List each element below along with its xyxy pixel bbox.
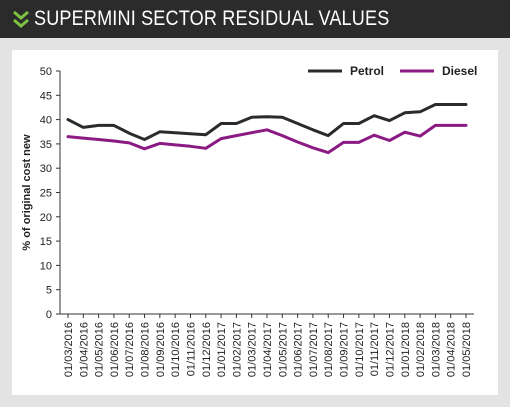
x-tick-label: 01/08/2016 [140, 322, 152, 377]
x-tick-label: 01/03/2017 [247, 322, 259, 377]
legend-label-petrol: Petrol [350, 64, 384, 78]
x-tick-label: 01/02/2018 [415, 322, 427, 377]
y-tick-label: 40 [40, 115, 52, 127]
y-tick-label: 5 [46, 285, 52, 297]
x-tick-label: 01/06/2017 [293, 322, 305, 377]
x-tick-label: 01/07/2017 [308, 322, 320, 377]
double-chevron-down-icon [13, 10, 29, 28]
x-tick-label: 01/01/2017 [216, 322, 228, 377]
x-axis: 01/03/2016 01/04/2016 01/05/2016 01/06/2016… [60, 313, 474, 377]
y-tick-label: 20 [40, 212, 52, 224]
x-tick-label: 01/03/2016 [63, 322, 75, 377]
x-tick-label: 01/07/2016 [124, 322, 136, 377]
series-lines [66, 103, 468, 155]
legend: Petrol Diesel [308, 64, 477, 78]
header-bar: SUPERMINI SECTOR RESIDUAL VALUES [0, 0, 510, 38]
x-tick-label: 01/05/2017 [277, 322, 289, 377]
x-tick-label: 01/04/2016 [78, 322, 90, 377]
x-tick-label: 01/04/2017 [262, 322, 274, 377]
x-tick-label: 01/02/2017 [231, 322, 243, 377]
x-tick-label: 01/12/2017 [384, 322, 396, 377]
x-tick-label: 01/09/2016 [155, 322, 167, 377]
y-axis: 0 5 10 15 20 25 30 35 40 45 50 [40, 66, 61, 321]
series-line-petrol [66, 103, 468, 141]
y-tick-label: 10 [40, 260, 52, 272]
x-tick-label: 01/10/2016 [170, 322, 182, 377]
y-tick-label: 50 [40, 66, 52, 78]
x-tick-label: 01/12/2016 [201, 322, 213, 377]
x-tick-label: 01/08/2017 [323, 322, 335, 377]
x-tick-label: 01/10/2017 [354, 322, 366, 377]
x-tick-label: 01/04/2018 [446, 322, 458, 377]
y-tick-label: 0 [46, 309, 52, 321]
x-tick-label: 01/11/2016 [185, 322, 197, 376]
x-tick-label: 01/06/2016 [109, 322, 121, 377]
chart-title: SUPERMINI SECTOR RESIDUAL VALUES [34, 7, 390, 30]
y-tick-label: 45 [40, 90, 52, 102]
x-tick-label: 01/05/2018 [461, 322, 473, 377]
y-tick-label: 25 [40, 188, 52, 200]
x-tick-label: 01/03/2018 [430, 322, 442, 377]
x-tick-label: 01/11/2017 [369, 322, 381, 376]
chart-panel: 0 5 10 15 20 25 30 35 40 45 50 01/03/2016 01/04/201… [12, 50, 498, 395]
x-tick-label: 01/05/2016 [94, 322, 106, 377]
series-line-diesel [66, 123, 468, 155]
y-tick-label: 15 [40, 236, 52, 248]
legend-label-diesel: Diesel [442, 64, 477, 78]
x-tick-label: 01/09/2017 [339, 322, 351, 377]
y-axis-label: % of original cost new [21, 134, 33, 251]
y-tick-label: 30 [40, 163, 52, 175]
x-tick-label: 01/01/2018 [400, 322, 412, 377]
y-tick-label: 35 [40, 139, 52, 151]
